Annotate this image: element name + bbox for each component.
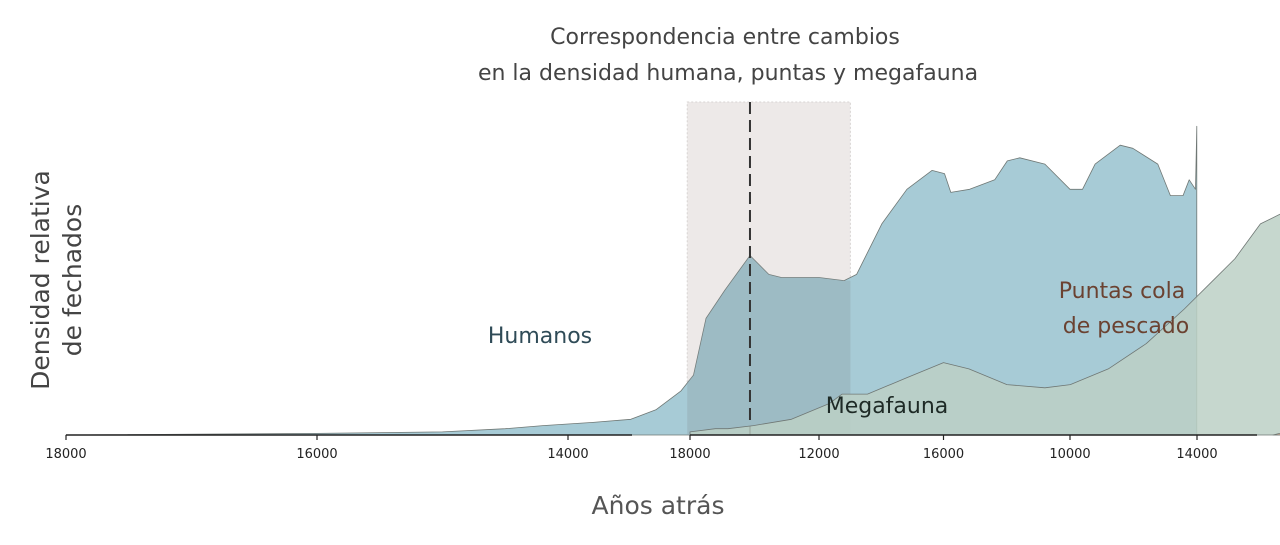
x-tick-label: 18000	[45, 447, 86, 462]
area-puntas-cola-de-pescado	[1272, 432, 1280, 436]
series-label-puntas-line-2: de pescado	[1063, 314, 1189, 339]
series-label-humanos: Humanos	[488, 324, 592, 349]
x-tick-label: 14000	[547, 447, 588, 462]
x-axis-label: Años atrás	[592, 491, 725, 520]
x-tick-label: 12000	[798, 447, 839, 462]
panel-megafauna-puntas: 18000 16000 14000 12000 10000	[669, 213, 1280, 462]
panel-humanos: 18000 16000 14000 12000 10000	[45, 101, 1198, 462]
x-tick-label: 10000	[1049, 447, 1090, 462]
y-axis-label-line-1: Densidad relativa	[26, 170, 55, 390]
chart-title-line-2: en la densidad humana, puntas y megafaun…	[478, 61, 978, 86]
band-overlay	[687, 255, 851, 435]
x-tick-label: 16000	[923, 447, 964, 462]
chart-title-line-1: Correspondencia entre cambios	[550, 25, 900, 50]
x-tick-label: 14000	[1176, 447, 1217, 462]
x-tick-label: 18000	[669, 447, 710, 462]
series-label-puntas-line-1: Puntas cola	[1059, 279, 1185, 304]
area-humanos	[65, 125, 1198, 436]
y-axis-label-line-2: de fechados	[58, 204, 87, 356]
x-tick-label: 16000	[296, 447, 337, 462]
area-megafauna	[689, 213, 1280, 436]
series-label-megafauna: Megafauna	[826, 394, 949, 419]
